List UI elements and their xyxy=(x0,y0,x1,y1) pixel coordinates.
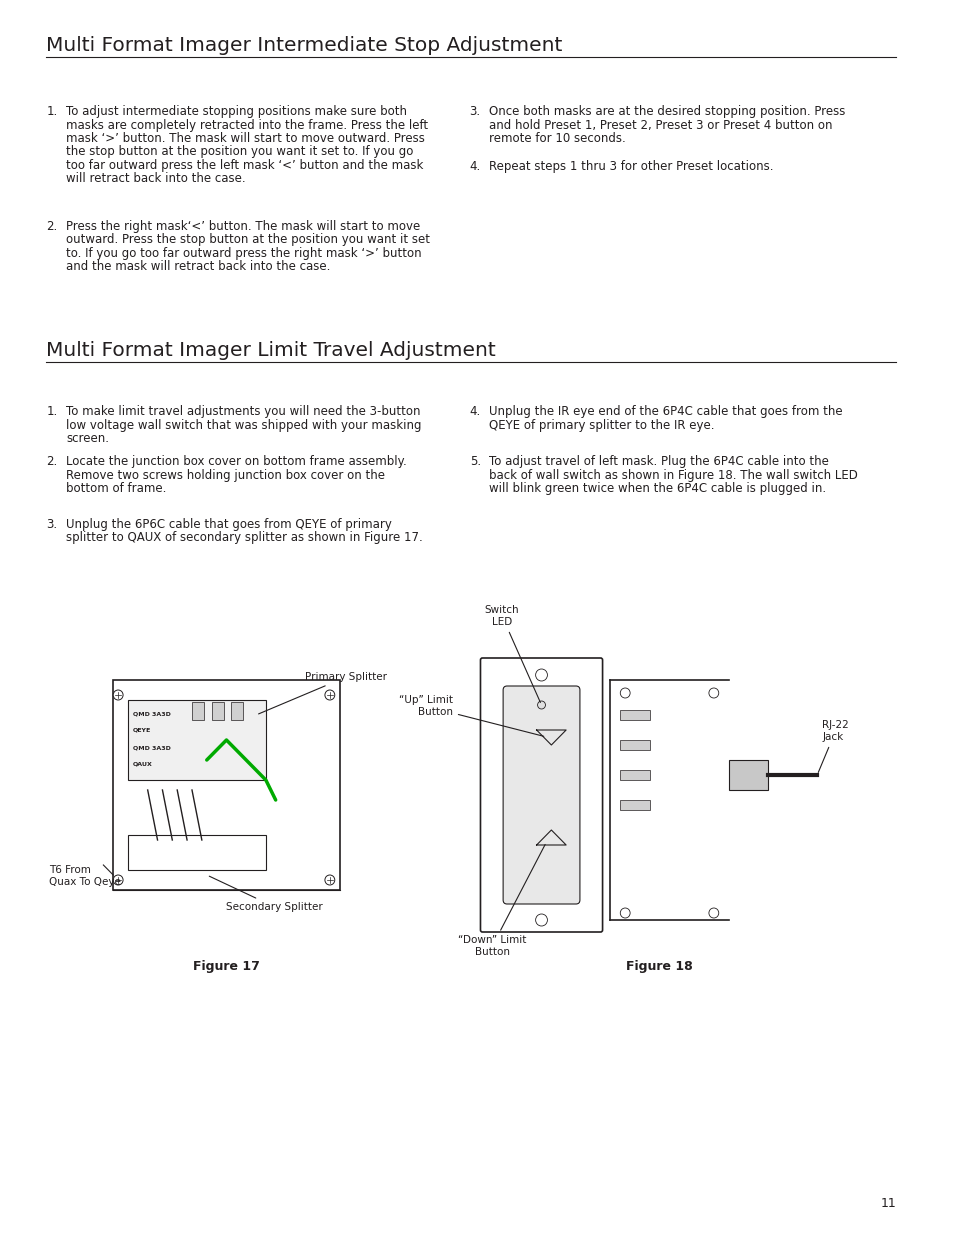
Circle shape xyxy=(325,690,335,700)
Text: 1.: 1. xyxy=(47,405,57,417)
Text: Multi Format Imager Intermediate Stop Adjustment: Multi Format Imager Intermediate Stop Ad… xyxy=(47,36,562,56)
Bar xyxy=(128,835,266,869)
Text: masks are completely retracted into the frame. Press the left: masks are completely retracted into the … xyxy=(66,119,428,131)
Bar xyxy=(212,701,223,720)
Text: QMD 3A3D: QMD 3A3D xyxy=(132,745,171,750)
Bar xyxy=(128,700,266,781)
Text: will retract back into the case.: will retract back into the case. xyxy=(66,173,245,185)
Bar xyxy=(728,760,767,790)
Text: Secondary Splitter: Secondary Splitter xyxy=(209,876,323,911)
Circle shape xyxy=(535,914,547,926)
Bar xyxy=(619,710,649,720)
Circle shape xyxy=(537,701,545,709)
Text: “Down” Limit
Button: “Down” Limit Button xyxy=(457,845,544,957)
Circle shape xyxy=(535,669,547,680)
Text: 2.: 2. xyxy=(47,454,57,468)
Circle shape xyxy=(325,876,335,885)
Text: 1.: 1. xyxy=(47,105,57,119)
Text: Unplug the IR eye end of the 6P4C cable that goes from the: Unplug the IR eye end of the 6P4C cable … xyxy=(489,405,842,417)
Text: the stop button at the position you want it set to. If you go: the stop button at the position you want… xyxy=(66,146,413,158)
Text: Locate the junction box cover on bottom frame assembly.: Locate the junction box cover on bottom … xyxy=(66,454,406,468)
Text: “Up” Limit
Button: “Up” Limit Button xyxy=(398,695,543,736)
Text: QMD 3A3D: QMD 3A3D xyxy=(132,711,171,716)
Circle shape xyxy=(619,688,630,698)
Text: Once both masks are at the desired stopping position. Press: Once both masks are at the desired stopp… xyxy=(489,105,844,119)
Text: 11: 11 xyxy=(880,1197,895,1210)
Text: Primary Splitter: Primary Splitter xyxy=(258,672,387,714)
Text: low voltage wall switch that was shipped with your masking: low voltage wall switch that was shipped… xyxy=(66,419,421,431)
Text: splitter to QAUX of secondary splitter as shown in Figure 17.: splitter to QAUX of secondary splitter a… xyxy=(66,531,422,545)
Text: Multi Format Imager Limit Travel Adjustment: Multi Format Imager Limit Travel Adjustm… xyxy=(47,341,496,359)
Text: too far outward press the left mask ‘<’ button and the mask: too far outward press the left mask ‘<’ … xyxy=(66,159,423,172)
Circle shape xyxy=(708,908,718,918)
Bar xyxy=(192,701,204,720)
Text: remote for 10 seconds.: remote for 10 seconds. xyxy=(489,132,625,144)
Text: will blink green twice when the 6P4C cable is plugged in.: will blink green twice when the 6P4C cab… xyxy=(489,482,825,495)
Bar xyxy=(619,740,649,750)
Text: bottom of frame.: bottom of frame. xyxy=(66,482,166,495)
Circle shape xyxy=(708,688,718,698)
Bar xyxy=(113,680,339,890)
Text: QAUX: QAUX xyxy=(132,762,152,767)
Text: To adjust travel of left mask. Plug the 6P4C cable into the: To adjust travel of left mask. Plug the … xyxy=(489,454,828,468)
Text: to. If you go too far outward press the right mask ‘>’ button: to. If you go too far outward press the … xyxy=(66,247,421,261)
Text: 3.: 3. xyxy=(469,105,480,119)
Text: Unplug the 6P6C cable that goes from QEYE of primary: Unplug the 6P6C cable that goes from QEY… xyxy=(66,517,392,531)
Text: 5.: 5. xyxy=(469,454,480,468)
Text: Remove two screws holding junction box cover on the: Remove two screws holding junction box c… xyxy=(66,468,385,482)
Text: outward. Press the stop button at the position you want it set: outward. Press the stop button at the po… xyxy=(66,233,430,247)
Text: QEYE of primary splitter to the IR eye.: QEYE of primary splitter to the IR eye. xyxy=(489,419,714,431)
Text: QEYE: QEYE xyxy=(132,727,151,734)
Text: To make limit travel adjustments you will need the 3-button: To make limit travel adjustments you wil… xyxy=(66,405,420,417)
Circle shape xyxy=(113,876,123,885)
Bar xyxy=(619,800,649,810)
Text: back of wall switch as shown in Figure 18. The wall switch LED: back of wall switch as shown in Figure 1… xyxy=(489,468,858,482)
Circle shape xyxy=(619,908,630,918)
Text: screen.: screen. xyxy=(66,432,109,445)
Text: 4.: 4. xyxy=(469,405,480,417)
Text: and hold Preset 1, Preset 2, Preset 3 or Preset 4 button on: and hold Preset 1, Preset 2, Preset 3 or… xyxy=(489,119,832,131)
Bar xyxy=(619,769,649,781)
Text: T6 From
Quax To Qeye: T6 From Quax To Qeye xyxy=(50,864,121,887)
Text: 3.: 3. xyxy=(47,517,57,531)
Text: Repeat steps 1 thru 3 for other Preset locations.: Repeat steps 1 thru 3 for other Preset l… xyxy=(489,161,773,173)
Text: mask ‘>’ button. The mask will start to move outward. Press: mask ‘>’ button. The mask will start to … xyxy=(66,132,424,144)
Text: Switch
LED: Switch LED xyxy=(484,605,539,703)
Text: Figure 18: Figure 18 xyxy=(626,960,692,973)
FancyBboxPatch shape xyxy=(480,658,602,932)
Circle shape xyxy=(113,690,123,700)
Text: and the mask will retract back into the case.: and the mask will retract back into the … xyxy=(66,261,330,273)
Bar xyxy=(232,701,243,720)
Text: RJ-22
Jack: RJ-22 Jack xyxy=(818,720,848,772)
Text: Press the right mask‘<’ button. The mask will start to move: Press the right mask‘<’ button. The mask… xyxy=(66,220,419,233)
Text: Figure 17: Figure 17 xyxy=(193,960,259,973)
FancyBboxPatch shape xyxy=(502,685,579,904)
Text: To adjust intermediate stopping positions make sure both: To adjust intermediate stopping position… xyxy=(66,105,407,119)
Text: 4.: 4. xyxy=(469,161,480,173)
Text: 2.: 2. xyxy=(47,220,57,233)
